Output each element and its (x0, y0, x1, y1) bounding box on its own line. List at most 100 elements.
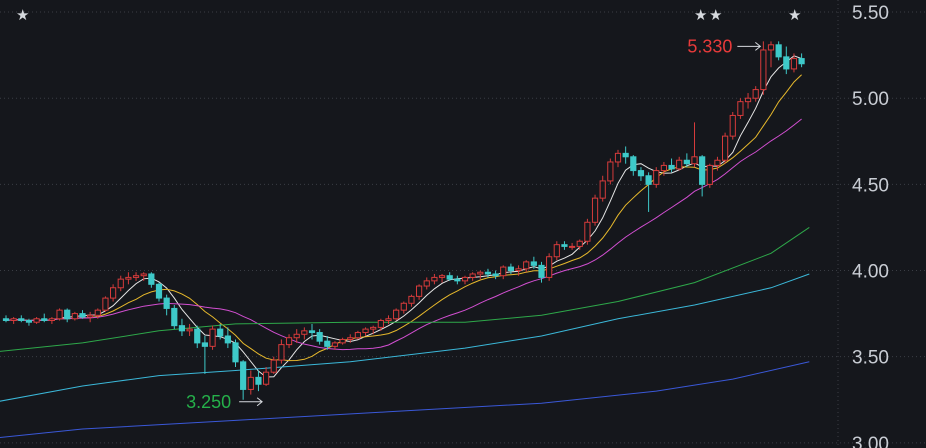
candle-body (438, 275, 446, 278)
star-icon: ★ (16, 6, 29, 24)
low-price-label: 3.250 (186, 392, 231, 412)
candle-body (362, 328, 369, 334)
candle-body (110, 287, 117, 299)
candle-body (553, 244, 560, 258)
candle-body (347, 337, 354, 340)
candle-body (416, 285, 423, 297)
candle-body (569, 245, 576, 248)
candle (653, 167, 660, 188)
candle-body (760, 49, 767, 91)
candle (461, 275, 469, 285)
candle-body (140, 273, 147, 277)
candle (79, 310, 86, 319)
ma60-line (0, 226, 810, 352)
candle (339, 337, 346, 345)
candle (744, 93, 752, 109)
candle (775, 41, 782, 61)
ma120-line (0, 273, 810, 402)
candle-body (706, 164, 713, 185)
candle (622, 146, 629, 164)
candle (385, 315, 392, 324)
candle (224, 327, 231, 349)
ma250-line (0, 361, 810, 439)
candle-body (798, 58, 805, 65)
candle (87, 311, 94, 323)
candle-body (431, 276, 438, 282)
candle (125, 272, 132, 285)
candle (477, 270, 484, 280)
candle (255, 370, 262, 392)
candle-body (278, 344, 285, 361)
moving-average-lines (0, 55, 810, 439)
candle (240, 360, 247, 400)
candle-body (41, 318, 48, 321)
candle (308, 323, 316, 340)
candle (171, 304, 178, 330)
candle-body (446, 275, 453, 280)
candle-body (691, 156, 698, 165)
star-icon: ★ (694, 6, 707, 24)
candle-body (178, 325, 186, 332)
candle-body (125, 276, 132, 280)
candle-body (599, 180, 606, 199)
candle-body (561, 244, 568, 247)
candle-body (630, 156, 637, 172)
candle-body (699, 156, 706, 185)
candle-body (783, 56, 790, 70)
candle (630, 155, 637, 176)
candle (56, 308, 63, 321)
candle (683, 153, 690, 168)
high-price-label: 5.330 (687, 36, 732, 56)
candle-body (56, 309, 63, 320)
candle (637, 167, 645, 181)
candle-body (454, 278, 461, 282)
candle-body (645, 175, 652, 185)
candle-body (301, 330, 308, 335)
candle (408, 294, 415, 307)
candle (507, 263, 514, 274)
candle (18, 315, 25, 323)
candle-body (339, 338, 346, 344)
candle-body (247, 376, 254, 390)
candle (469, 272, 476, 281)
candle-body (117, 278, 124, 289)
candle (301, 327, 308, 340)
candle-body (744, 97, 752, 103)
candle-body (591, 197, 599, 223)
candle-body (752, 89, 759, 99)
candle-body (232, 342, 239, 363)
y-tick-label: 5.00 (852, 89, 889, 110)
candle-body (354, 332, 361, 339)
candle (163, 294, 170, 316)
candle-body (507, 266, 514, 272)
candle (186, 323, 193, 336)
candle (492, 270, 499, 280)
candle-body (33, 318, 40, 323)
candle (347, 334, 354, 343)
candle-body (607, 161, 614, 182)
candle-body (64, 309, 71, 320)
candle-body (102, 297, 109, 311)
candle (737, 98, 744, 119)
candle-body (653, 170, 660, 185)
candle-body (377, 319, 384, 328)
candle-body (25, 319, 33, 323)
candle-body (71, 313, 78, 320)
candle (393, 308, 400, 321)
candle (783, 46, 790, 75)
candle (247, 370, 254, 395)
candle-body (194, 328, 201, 344)
ma10-line (5, 74, 802, 362)
candle-body (668, 164, 675, 170)
ma5-line (5, 55, 802, 378)
candle (798, 53, 805, 68)
candle (178, 318, 186, 336)
candle-body (201, 342, 209, 347)
candle-body (477, 271, 484, 275)
candle-body (614, 152, 622, 163)
candle-body (637, 170, 645, 177)
candle-body (224, 335, 231, 344)
